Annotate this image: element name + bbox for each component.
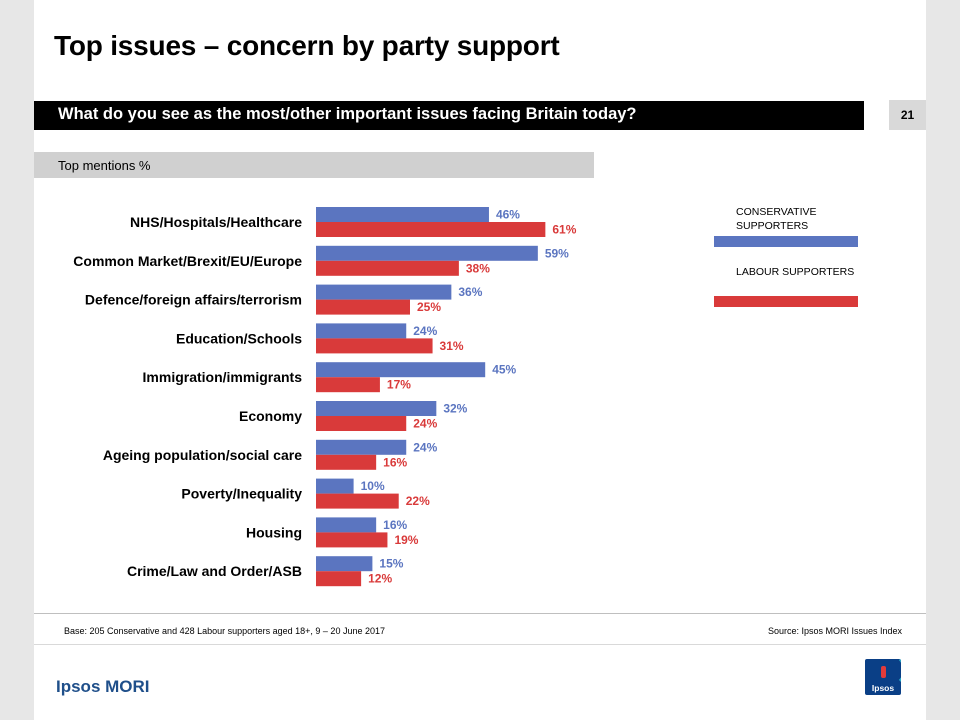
data-label-conservative: 59% [545, 246, 569, 260]
bar-labour [316, 493, 399, 509]
logo-mark-icon [881, 666, 886, 678]
mentions-label: Top mentions % [58, 158, 151, 173]
page-title: Top issues – concern by party support [54, 30, 560, 61]
data-label-labour: 17% [387, 378, 411, 392]
base-note: Base: 205 Conservative and 428 Labour su… [64, 626, 385, 636]
bar-conservative [316, 517, 377, 533]
brand-name: Ipsos MORI [56, 677, 150, 696]
bar-conservative [316, 245, 538, 261]
bar-conservative [316, 207, 489, 222]
data-label-conservative: 46% [496, 208, 520, 222]
page-number: 21 [889, 100, 926, 130]
ipsos-logo: Ipsos [865, 659, 901, 695]
footer-divider [34, 613, 926, 614]
data-label-conservative: 24% [413, 324, 437, 338]
category-label: Immigration/immigrants [143, 369, 303, 385]
data-label-labour: 19% [394, 533, 418, 547]
data-label-labour: 38% [466, 261, 490, 275]
data-label-labour: 12% [368, 572, 392, 586]
bar-labour [316, 532, 388, 548]
data-label-conservative: 36% [458, 285, 482, 299]
category-label: Crime/Law and Order/ASB [127, 563, 302, 579]
slide: Top issues – concern by party support Wh… [34, 0, 926, 720]
bar-labour [316, 299, 410, 315]
bar-conservative [316, 323, 407, 339]
data-label-labour: 31% [440, 339, 464, 353]
footer-divider-lower [34, 644, 926, 645]
question-banner: What do you see as the most/other import… [34, 101, 864, 130]
data-label-conservative: 15% [379, 557, 403, 571]
bar-conservative [316, 284, 452, 300]
category-label: Ageing population/social care [103, 447, 302, 463]
data-label-labour: 61% [552, 223, 576, 237]
bar-labour [316, 260, 459, 276]
bar-conservative [316, 362, 486, 378]
legend-labour-swatch [714, 296, 858, 307]
bar-labour [316, 571, 362, 587]
category-label: Economy [239, 408, 302, 424]
data-label-conservative: 10% [361, 479, 385, 493]
logo-text: Ipsos [871, 683, 895, 693]
data-label-labour: 25% [417, 300, 441, 314]
data-label-conservative: 16% [383, 518, 407, 532]
legend-conservative-label: CONSERVATIVE SUPPORTERS [736, 206, 817, 232]
bar-labour [316, 338, 433, 354]
bar-labour [316, 454, 377, 470]
category-label: NHS/Hospitals/Healthcare [130, 214, 302, 230]
data-label-labour: 24% [413, 417, 437, 431]
category-label: Education/Schools [176, 330, 302, 346]
legend-conservative-swatch [714, 236, 858, 247]
bar-conservative [316, 401, 437, 416]
mentions-banner: Top mentions % [34, 152, 594, 178]
question-text: What do you see as the most/other import… [58, 105, 637, 123]
data-label-labour: 16% [383, 455, 407, 469]
category-label: Housing [246, 524, 302, 540]
bar-labour [316, 377, 380, 393]
bar-chart: NHS/Hospitals/Healthcare 46% 61% Common Mar… [73, 207, 577, 587]
bar-conservative [316, 478, 354, 494]
data-label-conservative: 45% [492, 363, 516, 377]
legend-labour-label: LABOUR SUPPORTERS [736, 266, 855, 278]
data-label-conservative: 32% [443, 402, 467, 416]
category-label: Defence/foreign affairs/terrorism [85, 292, 302, 308]
bar-conservative [316, 556, 373, 572]
bar-conservative [316, 439, 407, 455]
bar-labour [316, 416, 407, 431]
data-label-conservative: 24% [413, 440, 437, 454]
source-note: Source: Ipsos MORI Issues Index [767, 626, 902, 636]
category-label: Common Market/Brexit/EU/Europe [73, 253, 302, 269]
data-label-labour: 22% [406, 494, 430, 508]
bar-labour [316, 222, 546, 237]
category-label: Poverty/Inequality [181, 486, 302, 502]
